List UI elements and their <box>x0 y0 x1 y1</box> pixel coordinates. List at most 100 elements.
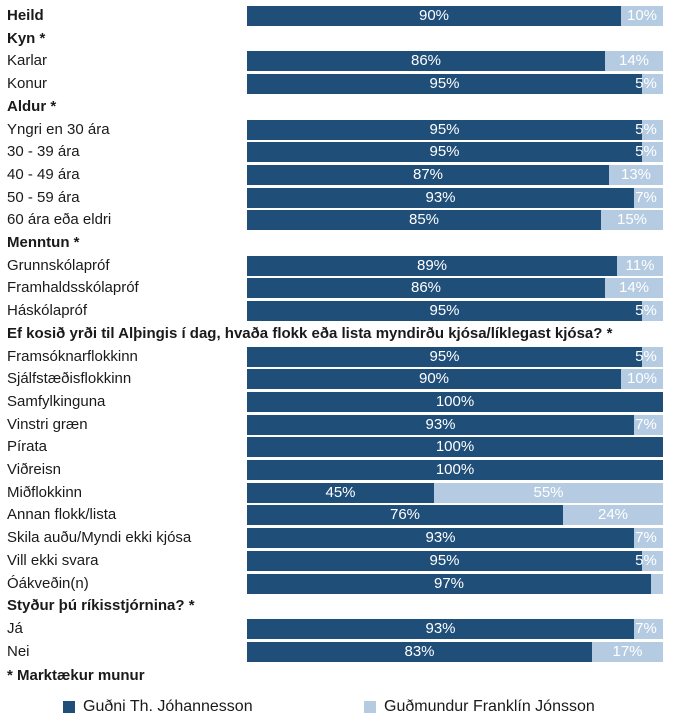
row-label: Nei <box>7 643 30 660</box>
bar-segment-guðmundur <box>634 188 663 208</box>
data-label-guðni: 90% <box>418 7 450 24</box>
data-label-guðmundur: 5% <box>635 348 657 365</box>
data-label-guðmundur: 5% <box>635 121 657 138</box>
footnote: * Marktækur munur <box>7 667 145 684</box>
data-label-guðni: 93% <box>425 189 456 206</box>
data-label-guðni: 86% <box>410 52 442 69</box>
data-label-guðmundur: 11% <box>625 257 655 274</box>
data-label-guðni: 76% <box>389 506 421 523</box>
row-label: Pírata <box>7 438 48 455</box>
bar-segment-guðmundur <box>642 142 663 162</box>
row-label: Annan flokk/lista <box>7 506 117 523</box>
bar-segment-guðmundur <box>605 51 663 71</box>
bar-segment-guðmundur <box>634 528 663 548</box>
bar-segment-guðni <box>247 347 642 367</box>
bar-segment-guðni <box>247 142 642 162</box>
row-header-label: Heild <box>7 7 44 24</box>
bar-segment-guðni <box>247 165 609 185</box>
data-label-guðmundur: 5% <box>635 552 657 569</box>
data-label-guðmundur: 7% <box>635 189 657 206</box>
row-label: Yngri en 30 ára <box>7 121 110 138</box>
bar-segment-guðni <box>247 483 434 503</box>
bar-segment-guðni <box>247 460 663 480</box>
data-label-guðni: 95% <box>429 348 460 365</box>
data-label-guðmundur: 7% <box>635 620 657 637</box>
bar-segment-guðni <box>247 51 605 71</box>
bar-segment-guðni <box>247 301 642 321</box>
bar-segment-guðmundur <box>642 301 663 321</box>
row-label: Miðflokkinn <box>7 484 83 501</box>
bar-segment-guðmundur <box>642 74 663 94</box>
row-label: Vinstri græn <box>7 416 88 433</box>
bar-segment-guðni <box>247 415 634 435</box>
data-label-guðni: 95% <box>429 302 460 319</box>
bar-segment-guðmundur <box>642 347 663 367</box>
bar-segment-guðmundur <box>634 415 663 435</box>
legend-item-guðni: Guðni Th. Jóhannesson <box>63 697 253 717</box>
bar-segment-guðmundur <box>651 574 663 594</box>
data-label-guðmundur: 5% <box>635 143 657 160</box>
data-label-guðmundur: 55% <box>533 484 564 501</box>
data-label-guðni: 90% <box>418 370 450 387</box>
bar-segment-guðni <box>247 392 663 412</box>
data-label-guðmundur: 14% <box>618 52 650 69</box>
legend-swatch-guðni <box>63 701 75 713</box>
bar-segment-guðmundur <box>601 210 663 230</box>
bar-segment-guðmundur <box>634 619 663 639</box>
row-label: Óákveðin(n) <box>7 575 89 592</box>
data-label-guðni: 100% <box>435 438 475 455</box>
bar-segment-guðmundur <box>617 256 663 276</box>
bar-segment-guðni <box>247 369 621 389</box>
legend-item-guðmundur: Guðmundur Franklín Jónsson <box>364 697 595 717</box>
row-label: 40 - 49 ára <box>7 166 80 183</box>
bar-segment-guðni <box>247 619 634 639</box>
bar-segment-guðmundur <box>563 505 663 525</box>
data-label-guðni: 86% <box>410 279 442 296</box>
row-label: 30 - 39 ára <box>7 143 80 160</box>
data-label-guðni: 95% <box>429 143 460 160</box>
bar-segment-guðmundur <box>605 278 663 298</box>
data-label-guðni: 95% <box>429 75 460 92</box>
data-label-guðmundur: 14% <box>618 279 650 296</box>
data-label-guðmundur: 7% <box>635 416 657 433</box>
data-label-guðni: 45% <box>325 484 356 501</box>
bar-segment-guðmundur <box>642 551 663 571</box>
bar-segment-guðmundur <box>621 369 663 389</box>
bar-segment-guðmundur <box>621 6 663 26</box>
data-label-guðni: 97% <box>433 575 465 592</box>
row-label: Háskólapróf <box>7 302 88 319</box>
legend-swatch-guðmundur <box>364 701 376 713</box>
data-label-guðmundur: 24% <box>597 506 629 523</box>
row-label: 50 - 59 ára <box>7 189 80 206</box>
row-label: Framhaldsskólapróf <box>7 279 139 296</box>
data-label-guðmundur: 5% <box>635 302 657 319</box>
data-label-guðmundur: 17% <box>612 643 643 660</box>
data-label-guðni: 100% <box>435 393 475 410</box>
row-label: Konur <box>7 75 48 92</box>
data-label-guðni: 95% <box>429 121 460 138</box>
row-label: Já <box>7 620 23 637</box>
row-header-label: Ef kosið yrði til Alþingis í dag, hvaða … <box>7 325 613 342</box>
data-label-guðni: 93% <box>425 416 456 433</box>
row-label: Samfylkinguna <box>7 393 106 410</box>
data-label-guðni: 93% <box>425 620 456 637</box>
bar-segment-guðni <box>247 278 605 298</box>
row-label: Viðreisn <box>7 461 61 478</box>
data-label-guðni: 89% <box>416 257 448 274</box>
row-label: Grunnskólapróf <box>7 257 110 274</box>
data-label-guðni: 83% <box>404 643 435 660</box>
bar-segment-guðni <box>247 210 601 230</box>
bar-segment-guðni <box>247 505 563 525</box>
legend-label-guðni: Guðni Th. Jóhannesson <box>83 698 253 715</box>
bar-segment-guðmundur <box>592 642 663 662</box>
bar-segment-guðni <box>247 642 592 662</box>
row-header-label: Kyn * <box>7 30 46 47</box>
data-label-guðmundur: 7% <box>635 529 657 546</box>
bar-segment-guðni <box>247 528 634 548</box>
row-header-label: Styður þú ríkisstjórnina? * <box>7 597 195 614</box>
row-header-label: Menntun * <box>7 234 80 251</box>
data-label-guðmundur: 15% <box>616 211 648 228</box>
data-label-guðni: 93% <box>425 529 456 546</box>
data-label-guðni: 87% <box>412 166 444 183</box>
